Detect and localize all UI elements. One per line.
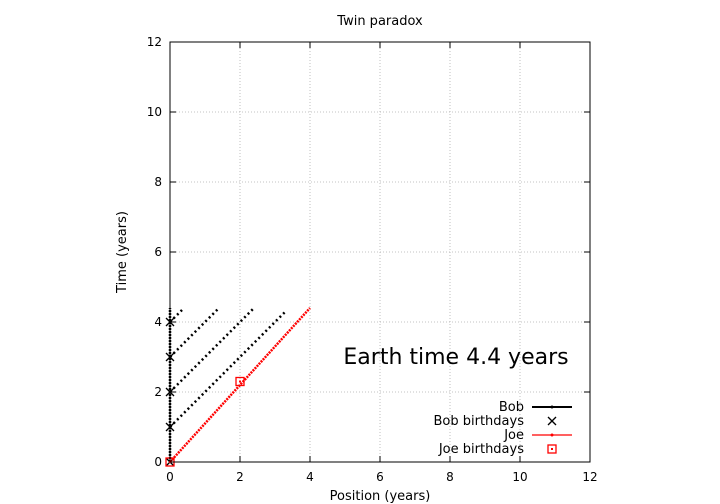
signal-line [169, 307, 255, 393]
y-axis-label: Time (years) [115, 211, 130, 294]
legend-label: Joe birthdays [438, 442, 524, 457]
marker-dot [239, 380, 241, 383]
legend-item: Bob birthdays [434, 414, 557, 429]
signal-line [169, 307, 220, 358]
axis-ticks: 0 2 4 6 8 10 12 0 2 4 6 8 10 12 [147, 35, 598, 484]
signal-line [169, 310, 287, 428]
joe-worldline [169, 307, 311, 463]
legend-label: Bob [499, 400, 524, 415]
signal-line [169, 307, 185, 323]
joe-birthday-marker [235, 376, 245, 387]
legend-sample-dot [550, 405, 554, 409]
legend-sample-dot [551, 448, 553, 450]
y-tick-label: 4 [154, 315, 162, 329]
y-tick-label: 2 [154, 385, 162, 399]
legend-sample-x [547, 416, 557, 426]
legend-label: Bob birthdays [434, 414, 525, 429]
x-tick-label: 10 [512, 470, 527, 484]
earth-time-annotation: Earth time 4.4 years [343, 345, 568, 370]
legend-item: Joe [503, 428, 572, 443]
x-tick-label: 12 [582, 470, 597, 484]
marker-square [235, 376, 245, 387]
legend-sample-square [547, 444, 557, 454]
y-tick-label: 8 [154, 175, 162, 189]
y-tick-label: 6 [154, 245, 162, 259]
signal-lines [169, 307, 287, 428]
y-tick-label: 12 [147, 35, 162, 49]
y-tick-label: 10 [147, 105, 162, 119]
legend-label: Joe [503, 428, 524, 443]
x-tick-label: 6 [376, 470, 384, 484]
x-tick-label: 4 [306, 470, 314, 484]
legend-sample-dot [550, 433, 554, 437]
series-group [165, 307, 311, 467]
y-tick-label: 0 [154, 455, 162, 469]
x-tick-label: 2 [236, 470, 244, 484]
legend-item: Bob [499, 400, 572, 415]
x-tick-label: 8 [446, 470, 454, 484]
legend-item: Joe birthdays [438, 442, 557, 457]
chart-title: Twin paradox [336, 14, 423, 29]
x-tick-label: 0 [166, 470, 174, 484]
x-axis-label: Position (years) [330, 489, 431, 504]
grid [170, 42, 590, 462]
